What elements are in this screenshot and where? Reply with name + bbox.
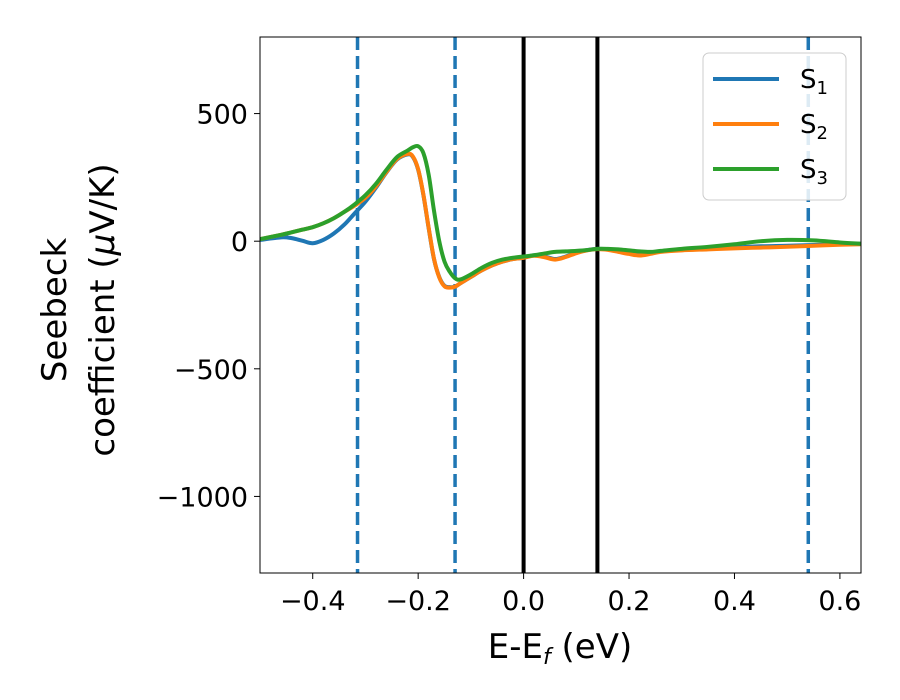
series-line-s3: [260, 143, 861, 282]
y-tick-label: 0: [231, 227, 248, 258]
y-tick-label: −1000: [157, 482, 248, 513]
y-axis-label-line2-text: coefficient (: [83, 255, 123, 456]
x-axis-label-unit: (eV): [551, 627, 633, 667]
y-axis-label-line1: Seebeck: [35, 238, 75, 383]
y-axis-label: Seebeck coefficient (μV/K): [35, 163, 123, 456]
y-axis-label-unit: V/K): [83, 163, 123, 233]
x-axis-label-subscript: f: [543, 645, 554, 670]
x-tick-label: 0.2: [608, 586, 651, 617]
x-tick-label: −0.2: [385, 586, 451, 617]
x-tick-label: 0.6: [818, 586, 861, 617]
legend-box: [702, 52, 847, 201]
legend-label: S1: [800, 65, 828, 99]
x-tick-label: 0.0: [502, 586, 545, 617]
y-tick-label: −500: [174, 355, 248, 386]
y-axis-label-line2: coefficient (μV/K): [83, 163, 123, 456]
series-lines: [260, 143, 861, 290]
y-tick-label: 500: [196, 100, 248, 131]
x-axis-label: E-Ef (eV): [488, 627, 633, 670]
reference-lines: [355, 37, 811, 573]
x-axis-label-main: E-E: [488, 627, 543, 667]
legend: S1 S2 S3: [702, 52, 847, 201]
x-axis-ticks: −0.4 −0.2 0.0 0.2 0.4 0.6: [280, 573, 861, 617]
x-tick-label: 0.4: [713, 586, 756, 617]
y-axis-ticks: 500 0 −500 −1000: [157, 100, 260, 513]
x-tick-label: −0.4: [280, 586, 346, 617]
legend-label: S3: [800, 155, 828, 189]
y-axis-label-mu: μ: [83, 234, 123, 257]
legend-label: S2: [800, 110, 828, 144]
legend-items: S1 S2 S3: [713, 65, 828, 189]
plot-frame: [259, 36, 862, 574]
